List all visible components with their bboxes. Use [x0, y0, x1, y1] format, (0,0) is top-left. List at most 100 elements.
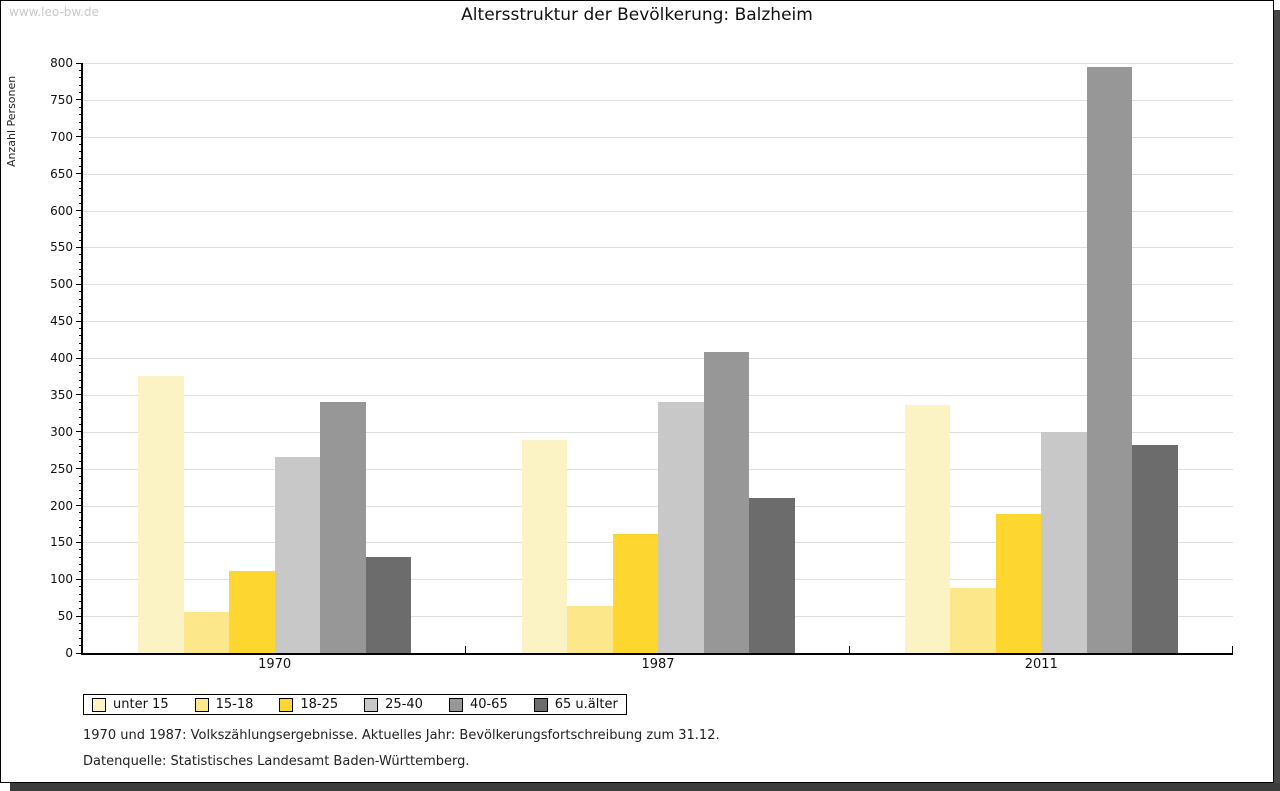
gridline: [83, 173, 1233, 175]
y-minor-tick: [79, 637, 83, 639]
footnote-line-2: Datenquelle: Statistisches Landesamt Bad…: [83, 754, 470, 769]
y-minor-tick: [79, 328, 83, 329]
bar: [229, 571, 275, 653]
y-tick-label: 150: [50, 535, 73, 550]
y-minor-tick: [79, 239, 83, 241]
y-major-tick: [76, 615, 83, 617]
legend-label: 40-65: [469, 697, 508, 712]
y-axis-title: Anzahl Personen: [5, 75, 18, 167]
y-minor-tick: [79, 490, 83, 492]
y-minor-tick: [79, 453, 83, 455]
x-boundary-tick: [848, 646, 850, 653]
y-major-tick: [76, 431, 83, 433]
y-major-tick: [76, 136, 83, 138]
y-minor-tick: [79, 313, 83, 315]
y-minor-tick: [79, 446, 83, 447]
y-major-tick: [76, 357, 83, 359]
legend-swatch: [448, 697, 463, 712]
gridline: [83, 394, 1233, 396]
y-minor-tick: [79, 372, 83, 374]
bar: [1086, 66, 1133, 653]
frame-shadow-right: [1274, 10, 1280, 791]
y-minor-tick: [79, 630, 83, 632]
y-tick-label: 650: [50, 166, 73, 181]
y-minor-tick: [79, 364, 83, 366]
bar: [274, 456, 321, 653]
y-minor-tick: [79, 527, 83, 529]
bar: [138, 376, 184, 653]
bar: [749, 498, 795, 653]
legend-item: unter 15: [92, 697, 169, 712]
y-minor-tick: [79, 187, 83, 189]
gridline: [83, 99, 1233, 101]
bar: [612, 534, 658, 653]
y-minor-tick: [79, 195, 83, 197]
y-minor-tick: [79, 291, 83, 293]
y-major-tick: [76, 210, 83, 211]
y-major-tick: [76, 246, 83, 248]
y-minor-tick: [79, 128, 83, 130]
y-minor-tick: [79, 335, 83, 337]
y-minor-tick: [79, 261, 83, 263]
legend-label: 15-18: [215, 697, 254, 712]
y-tick-label: 550: [50, 240, 73, 255]
y-minor-tick: [79, 269, 83, 270]
y-minor-tick: [79, 387, 83, 388]
y-minor-tick: [79, 224, 83, 226]
y-minor-tick: [79, 645, 83, 647]
y-major-tick: [76, 283, 83, 285]
bar: [703, 352, 749, 653]
y-major-tick: [76, 320, 83, 322]
y-tick-label: 350: [50, 387, 73, 402]
y-minor-tick: [79, 143, 83, 145]
y-minor-tick: [79, 106, 83, 108]
y-minor-tick: [79, 92, 83, 93]
x-boundary-tick: [465, 646, 467, 653]
y-minor-tick: [79, 571, 83, 573]
y-minor-tick: [79, 276, 83, 278]
y-tick-label: 700: [50, 129, 73, 144]
x-axis-line: [81, 653, 1233, 655]
legend-item: 65 u.älter: [533, 697, 618, 712]
y-major-tick: [76, 173, 83, 175]
y-minor-tick: [79, 254, 83, 256]
y-minor-tick: [79, 475, 83, 477]
legend-swatch: [533, 697, 548, 712]
y-minor-tick: [79, 519, 83, 521]
y-minor-tick: [79, 608, 83, 610]
bar: [904, 405, 951, 653]
y-minor-tick: [79, 305, 83, 307]
y-minor-tick: [79, 180, 83, 182]
y-minor-tick: [79, 217, 83, 219]
legend-swatch: [279, 697, 294, 712]
bar: [183, 612, 230, 653]
gridline: [83, 210, 1233, 212]
y-major-tick: [76, 62, 83, 64]
legend: unter 15 15-18 18-25 25-40 40-65 65 u.älter: [83, 694, 627, 715]
y-minor-tick: [79, 84, 83, 86]
bar: [567, 605, 613, 653]
y-minor-tick: [79, 298, 83, 300]
chart-title: Altersstruktur der Bevölkerung: Balzheim: [461, 5, 813, 25]
y-minor-tick: [79, 401, 83, 403]
y-minor-tick: [79, 549, 83, 551]
gridline: [83, 136, 1233, 138]
legend-swatch: [92, 697, 106, 712]
gridline: [83, 284, 1233, 286]
y-minor-tick: [79, 460, 83, 462]
y-tick-label: 200: [50, 498, 73, 513]
y-minor-tick: [79, 423, 83, 425]
y-tick-label: 800: [50, 56, 73, 70]
bar: [950, 588, 996, 653]
y-minor-tick: [79, 165, 83, 167]
y-tick-label: 750: [50, 92, 73, 107]
legend-label: 25-40: [385, 697, 423, 712]
legend-label: unter 15: [113, 697, 169, 712]
y-minor-tick: [79, 593, 83, 595]
y-minor-tick: [79, 350, 83, 352]
y-minor-tick: [79, 482, 83, 484]
y-minor-tick: [79, 409, 83, 411]
y-tick-label: 500: [50, 277, 73, 292]
y-tick-label: 600: [50, 203, 73, 218]
